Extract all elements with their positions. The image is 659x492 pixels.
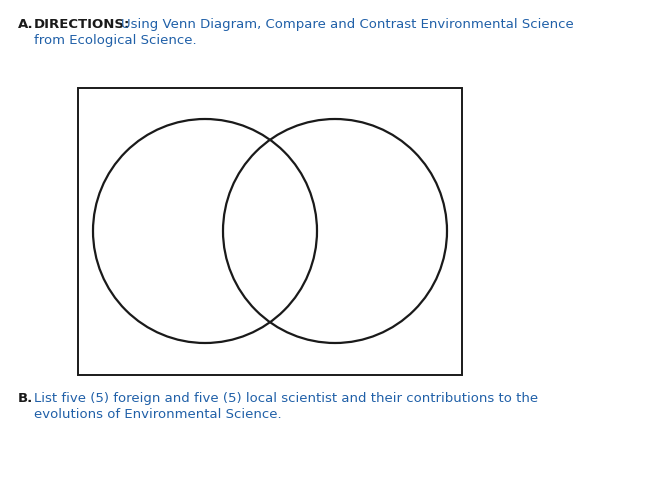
Text: A.: A. [18, 18, 34, 31]
Bar [78, 88, 462, 375]
Text: from Ecological Science.: from Ecological Science. [34, 34, 196, 47]
Text: B.: B. [18, 392, 33, 405]
Text: Using Venn Diagram, Compare and Contrast Environmental Science: Using Venn Diagram, Compare and Contrast… [121, 18, 574, 31]
Text: List five (5) foreign and five (5) local scientist and their contributions to th: List five (5) foreign and five (5) local… [34, 392, 538, 405]
Text: DIRECTIONS:: DIRECTIONS: [34, 18, 130, 31]
Text: evolutions of Environmental Science.: evolutions of Environmental Science. [34, 408, 281, 421]
